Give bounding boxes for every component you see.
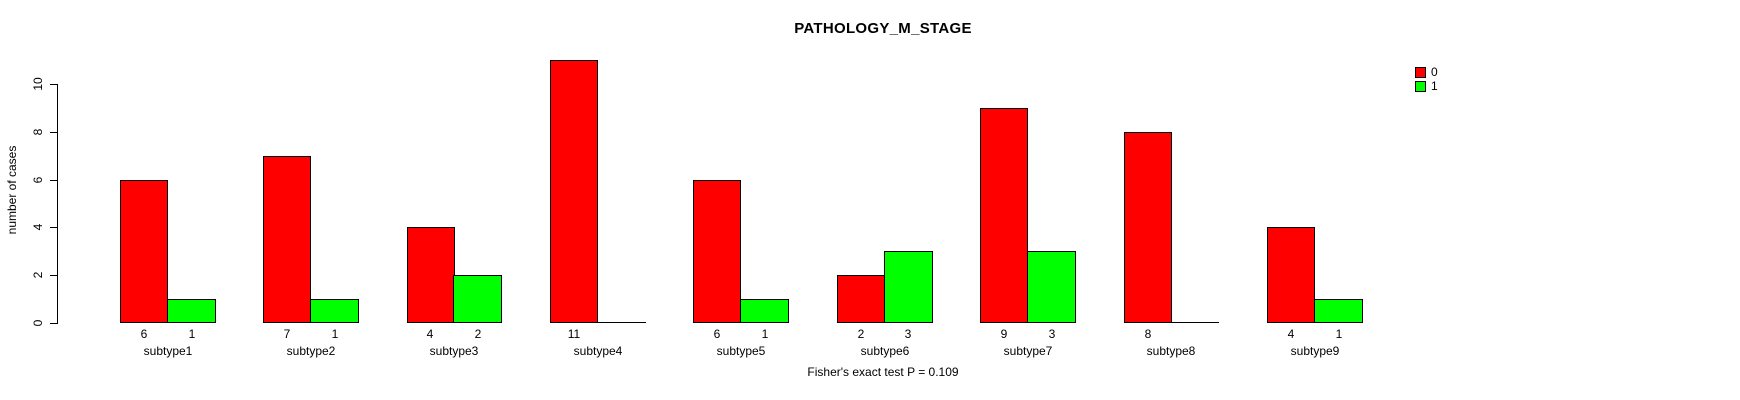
y-tick-label: 4 (31, 223, 45, 231)
zero-bar-subtype4-series1 (597, 322, 646, 323)
bar-value-label: 1 (331, 327, 339, 341)
bar-subtype5-series1 (740, 299, 789, 323)
bar-value-label: 2 (857, 327, 865, 341)
category-label-subtype6: subtype6 (860, 344, 910, 358)
bar-value-label: 3 (904, 327, 912, 341)
y-tick-label: 10 (31, 77, 45, 91)
bar-value-label: 1 (188, 327, 196, 341)
bar-subtype4-series0 (550, 60, 598, 323)
bar-value-label: 6 (713, 327, 721, 341)
bar-value-label: 9 (1000, 327, 1008, 341)
category-label-subtype4: subtype4 (573, 344, 623, 358)
bar-subtype9-series0 (1267, 227, 1315, 323)
bar-subtype6-series0 (837, 275, 885, 323)
bar-value-label: 2 (474, 327, 482, 341)
bar-subtype8-series0 (1124, 132, 1172, 323)
category-label-subtype3: subtype3 (429, 344, 479, 358)
legend-swatch-1 (1415, 81, 1426, 92)
bar-subtype3-series1 (453, 275, 502, 323)
footnote-pvalue: Fisher's exact test P = 0.109 (807, 365, 959, 379)
y-tick-label: 6 (31, 176, 45, 184)
y-tick-mark (50, 323, 57, 324)
legend-label-1: 1 (1431, 79, 1438, 93)
legend-item-1: 1 (1415, 80, 1438, 93)
category-label-subtype9: subtype9 (1290, 344, 1340, 358)
bar-value-label: 8 (1144, 327, 1152, 341)
category-label-subtype8: subtype8 (1146, 344, 1196, 358)
bar-subtype7-series0 (980, 108, 1028, 323)
bar-subtype1-series0 (120, 180, 168, 323)
y-tick-mark (50, 84, 57, 85)
bar-value-label: 4 (426, 327, 434, 341)
category-label-subtype1: subtype1 (143, 344, 193, 358)
bar-value-label: 11 (567, 327, 581, 341)
bar-value-label: 1 (761, 327, 769, 341)
category-label-subtype5: subtype5 (716, 344, 766, 358)
bar-value-label: 1 (1335, 327, 1343, 341)
legend-label-0: 0 (1431, 65, 1438, 79)
bar-subtype9-series1 (1314, 299, 1363, 323)
bar-subtype7-series1 (1027, 251, 1076, 323)
bar-subtype2-series0 (263, 156, 311, 323)
bar-subtype3-series0 (407, 227, 455, 323)
bar-value-label: 7 (283, 327, 291, 341)
y-axis-label: number of cases (5, 145, 19, 235)
y-tick-label: 8 (31, 128, 45, 136)
category-label-subtype7: subtype7 (1003, 344, 1053, 358)
chart-title: PATHOLOGY_M_STAGE (794, 20, 972, 37)
bar-subtype6-series1 (884, 251, 933, 323)
bar-subtype2-series1 (310, 299, 359, 323)
y-tick-mark (50, 180, 57, 181)
bar-subtype5-series0 (693, 180, 741, 323)
bar-value-label: 3 (1048, 327, 1056, 341)
y-tick-label: 0 (31, 319, 45, 327)
legend-swatch-0 (1415, 67, 1426, 78)
legend: 0 1 (1415, 66, 1438, 94)
zero-bar-subtype8-series1 (1170, 322, 1219, 323)
legend-item-0: 0 (1415, 66, 1438, 79)
y-tick-mark (50, 275, 57, 276)
bar-value-label: 4 (1287, 327, 1295, 341)
bar-value-label: 6 (140, 327, 148, 341)
y-tick-label: 2 (31, 271, 45, 279)
y-tick-mark (50, 227, 57, 228)
y-axis-line (57, 84, 58, 324)
bar-subtype1-series1 (167, 299, 216, 323)
category-label-subtype2: subtype2 (286, 344, 336, 358)
y-tick-mark (50, 132, 57, 133)
